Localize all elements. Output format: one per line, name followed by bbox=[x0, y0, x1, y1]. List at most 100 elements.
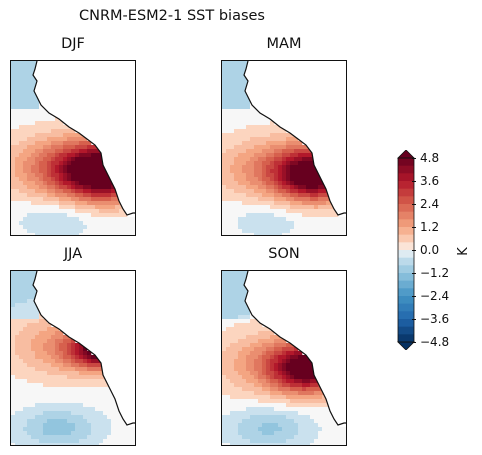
field-cell bbox=[270, 411, 274, 415]
field-cell bbox=[111, 439, 115, 443]
field-cell bbox=[250, 395, 254, 399]
field-cell bbox=[338, 435, 342, 439]
field-cell bbox=[326, 209, 330, 213]
field-cell bbox=[226, 283, 230, 287]
field-cell bbox=[55, 411, 59, 415]
field-cell bbox=[19, 185, 23, 189]
field-cell bbox=[222, 69, 226, 73]
field-cell bbox=[298, 383, 302, 387]
field-cell bbox=[270, 383, 274, 387]
field-cell bbox=[306, 161, 310, 165]
field-cell bbox=[23, 105, 27, 109]
field-cell bbox=[342, 439, 346, 443]
field-cell bbox=[91, 197, 95, 201]
field-cell bbox=[107, 221, 111, 225]
field-cell bbox=[107, 411, 111, 415]
field-cell bbox=[258, 431, 262, 435]
field-cell bbox=[23, 89, 27, 93]
field-cell bbox=[294, 201, 298, 205]
field-cell bbox=[31, 197, 35, 201]
field-cell bbox=[119, 213, 123, 217]
field-cell bbox=[75, 169, 79, 173]
field-cell bbox=[75, 343, 79, 347]
field-cell bbox=[47, 185, 51, 189]
field-cell bbox=[270, 395, 274, 399]
field-cell bbox=[55, 133, 59, 137]
field-cell bbox=[318, 197, 322, 201]
field-cell bbox=[302, 205, 306, 209]
field-cell bbox=[43, 137, 47, 141]
field-cell bbox=[286, 379, 290, 383]
field-cell bbox=[242, 319, 246, 323]
field-cell bbox=[234, 275, 238, 279]
field-cell bbox=[286, 221, 290, 225]
field-cell bbox=[43, 221, 47, 225]
field-cell bbox=[59, 213, 63, 217]
field-cell bbox=[55, 375, 59, 379]
field-cell bbox=[79, 427, 83, 431]
field-cell bbox=[270, 225, 274, 229]
field-cell bbox=[274, 379, 278, 383]
field-cell bbox=[270, 137, 274, 141]
field-cell bbox=[39, 367, 43, 371]
field-cell bbox=[274, 197, 278, 201]
field-cell bbox=[43, 431, 47, 435]
field-cell bbox=[298, 157, 302, 161]
field-cell bbox=[314, 177, 318, 181]
field-cell bbox=[246, 359, 250, 363]
field-cell bbox=[230, 157, 234, 161]
field-cell bbox=[91, 419, 95, 423]
field-cell bbox=[71, 351, 75, 355]
field-cell bbox=[87, 387, 91, 391]
field-cell bbox=[298, 181, 302, 185]
field-cell bbox=[59, 141, 63, 145]
field-cell bbox=[262, 205, 266, 209]
field-cell bbox=[55, 137, 59, 141]
field-cell bbox=[87, 229, 91, 233]
field-cell bbox=[43, 173, 47, 177]
field-cell bbox=[119, 439, 123, 443]
field-cell bbox=[290, 431, 294, 435]
field-cell bbox=[87, 367, 91, 371]
field-cell bbox=[238, 283, 242, 287]
field-cell bbox=[290, 407, 294, 411]
field-cell bbox=[234, 351, 238, 355]
field-cell bbox=[322, 193, 326, 197]
field-cell bbox=[43, 347, 47, 351]
field-cell bbox=[246, 323, 250, 327]
field-cell bbox=[59, 189, 63, 193]
field-cell bbox=[230, 117, 234, 121]
field-cell bbox=[59, 157, 63, 161]
field-cell bbox=[35, 407, 39, 411]
field-cell bbox=[222, 275, 226, 279]
field-cell bbox=[23, 93, 27, 97]
field-cell bbox=[242, 383, 246, 387]
field-cell bbox=[226, 387, 230, 391]
field-cell bbox=[31, 411, 35, 415]
field-cell bbox=[123, 439, 127, 443]
field-cell bbox=[83, 141, 87, 145]
field-cell bbox=[222, 279, 226, 283]
field-cell bbox=[91, 153, 95, 157]
field-cell bbox=[99, 169, 103, 173]
field-cell bbox=[39, 407, 43, 411]
field-cell bbox=[19, 363, 23, 367]
field-cell bbox=[31, 181, 35, 185]
field-cell bbox=[274, 157, 278, 161]
field-cell bbox=[83, 185, 87, 189]
field-cell bbox=[111, 213, 115, 217]
field-cell bbox=[282, 225, 286, 229]
field-cell bbox=[286, 153, 290, 157]
field-cell bbox=[230, 225, 234, 229]
field-cell bbox=[258, 351, 262, 355]
field-cell bbox=[15, 181, 19, 185]
field-cell bbox=[23, 331, 27, 335]
field-cell bbox=[282, 153, 286, 157]
field-cell bbox=[282, 233, 286, 235]
field-cell bbox=[250, 335, 254, 339]
field-cell bbox=[47, 225, 51, 229]
field-cell bbox=[91, 165, 95, 169]
field-cell bbox=[95, 395, 99, 399]
field-cell bbox=[15, 351, 19, 355]
field-cell bbox=[294, 193, 298, 197]
